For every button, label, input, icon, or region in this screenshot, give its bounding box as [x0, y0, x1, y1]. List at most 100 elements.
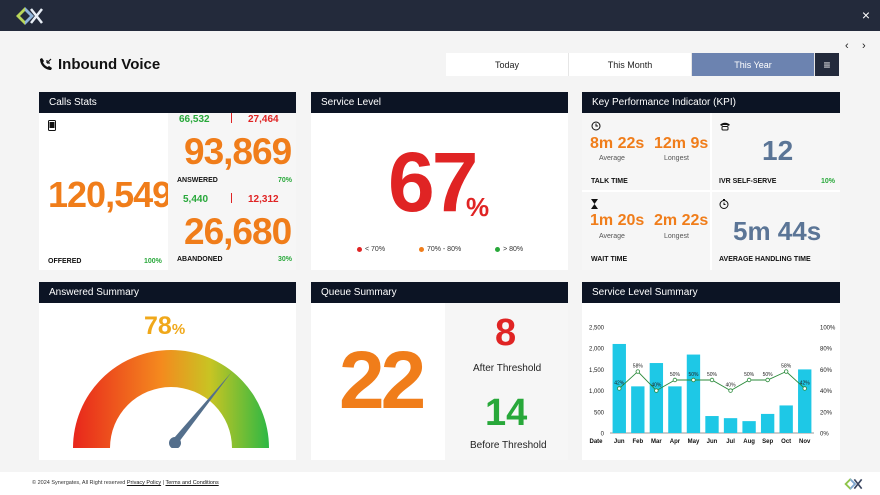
queue-summary-title: Queue Summary [311, 282, 568, 303]
chart-bar [779, 405, 793, 433]
hourglass-icon [591, 199, 598, 209]
x-tick-label: Jul [726, 439, 735, 445]
after-threshold-label: After Threshold [473, 363, 542, 374]
stopwatch-icon [719, 199, 729, 209]
offered-percent: 100% [144, 258, 162, 265]
period-tabs: Today This Month This Year ≡ [446, 53, 839, 76]
chart-data-label: 50% [707, 372, 718, 378]
chart-line-point [672, 377, 678, 383]
y-right-tick-label: 40% [820, 389, 833, 395]
chart-data-label: 50% [763, 372, 774, 378]
chart-line-point [617, 386, 622, 391]
chart-bar [649, 363, 664, 433]
answered-summary-title: Answered Summary [39, 282, 296, 303]
telephone-icon [720, 122, 730, 131]
synergates-logo-icon [16, 7, 43, 25]
kpi-title: Key Performance Indicator (KPI) [582, 92, 840, 113]
threshold-panel [445, 303, 568, 460]
y-right-tick-label: 80% [820, 347, 833, 353]
chart-bar [742, 421, 756, 433]
answered-summary-percent: 78% [144, 312, 185, 341]
privacy-policy-link[interactable]: Privacy Policy [126, 480, 162, 486]
wait-time-panel: 1m 20s Average 2m 22s Longest WAIT TIME [582, 192, 710, 270]
service-level-card: Service Level 67 % < 70% 70% - 80% > 80% [311, 92, 568, 270]
y-left-tick-label: 0 [601, 432, 605, 438]
abandoned-percent: 30% [278, 256, 293, 263]
chart-data-label: 50% [670, 372, 681, 378]
service-level-value: 67 [388, 135, 478, 229]
before-threshold-value: 14 [485, 392, 528, 434]
legend-label: 70% - 80% [426, 246, 462, 253]
x-tick-label: Nov [799, 439, 811, 445]
answered-value: 93,869 [184, 131, 292, 172]
chart-bar [686, 354, 701, 433]
chart-data-label: 42% [800, 380, 811, 386]
tab-today[interactable]: Today [446, 53, 569, 76]
next-page-icon[interactable]: › [862, 40, 866, 52]
chart-line-point [728, 388, 733, 393]
legend-dot-green [495, 246, 501, 252]
phone-incoming-icon [40, 58, 52, 70]
y-left-tick-label: 500 [594, 410, 605, 416]
terms-link[interactable]: Terms and Conditions [165, 480, 219, 486]
kpi-card: Key Performance Indicator (KPI) 8m 22s A… [582, 92, 840, 270]
y-right-tick-label: 20% [820, 410, 833, 416]
chart-line-point [746, 377, 752, 383]
chart-line-point [691, 377, 696, 383]
x-tick-label: Apr [670, 439, 681, 445]
tab-this-month[interactable]: This Month [569, 53, 692, 76]
calls-stats-card: Calls Stats 120,549 OFFERED 100% 66,532 … [39, 92, 296, 270]
x-tick-label: Oct [781, 439, 791, 445]
copyright-text: © 2024 Synergates, All Right reserved [32, 480, 126, 486]
answered-gauge [73, 350, 269, 448]
y-right-tick-label: 60% [820, 368, 833, 374]
chart-data-label: 58% [633, 364, 644, 370]
ivr-panel: 12 IVR SELF-SERVE 10% [712, 113, 840, 190]
offered-value: 120,549 [48, 174, 172, 215]
footer: © 2024 Synergates, All Right reserved Pr… [0, 472, 880, 495]
queue-value: 22 [339, 335, 426, 426]
before-threshold-label: Before Threshold [470, 440, 547, 451]
chart-data-label: 40% [726, 383, 737, 389]
legend-dot-orange [418, 246, 424, 252]
service-level-legend: < 70% 70% - 80% > 80% [357, 246, 523, 253]
y-left-tick-label: 1,500 [589, 368, 605, 374]
wait-average-value: 1m 20s [590, 212, 645, 229]
longest-label: Longest [664, 233, 689, 240]
previous-page-icon[interactable]: ‹ [845, 40, 849, 52]
chart-bar [723, 418, 738, 433]
answered-summary-value: 78 [144, 312, 172, 340]
chart-bar [705, 416, 719, 433]
legend-label: < 70% [365, 246, 386, 253]
y-left-tick-label: 1,000 [589, 389, 605, 395]
page-title: Inbound Voice [58, 56, 161, 73]
close-icon[interactable]: × [861, 7, 870, 23]
service-level-summary-title: Service Level Summary [582, 282, 840, 303]
x-tick-label: Feb [632, 439, 643, 445]
chart-line-point [765, 377, 770, 383]
service-level-summary-card: Service Level Summary 0 500 1,000 1,500 2,00… [582, 282, 840, 460]
after-threshold-value: 8 [495, 312, 517, 354]
answered-sub-green: 66,532 [179, 114, 210, 125]
y-right-tick-label: 100% [820, 326, 836, 332]
footer-text: © 2024 Synergates, All Right reserved Pr… [32, 480, 219, 486]
abandoned-label: ABANDONED [177, 256, 223, 263]
chart-data-label: 40% [651, 383, 662, 389]
footer-separator: | [162, 480, 165, 486]
clock-icon [591, 121, 601, 131]
tab-this-year[interactable]: This Year [692, 53, 815, 76]
ivr-label: IVR SELF-SERVE [719, 178, 777, 185]
divider [231, 193, 232, 203]
chart-line-point [783, 369, 789, 374]
aht-value: 5m 44s [733, 216, 822, 246]
service-level-unit: % [466, 192, 490, 222]
chart-bar [668, 386, 682, 433]
legend-label: > 80% [503, 246, 524, 253]
synergates-footer-logo-icon [844, 478, 863, 490]
y-left-tick-label: 2,500 [589, 326, 605, 332]
chart-bar [631, 386, 645, 433]
service-level-chart: 0 500 1,000 1,500 2,000 2,500 0% 20% 40% 60% 80% 10… [589, 326, 836, 446]
menu-icon[interactable]: ≡ [815, 53, 839, 76]
ivr-percent: 10% [821, 178, 836, 185]
offered-label: OFFERED [48, 258, 82, 265]
